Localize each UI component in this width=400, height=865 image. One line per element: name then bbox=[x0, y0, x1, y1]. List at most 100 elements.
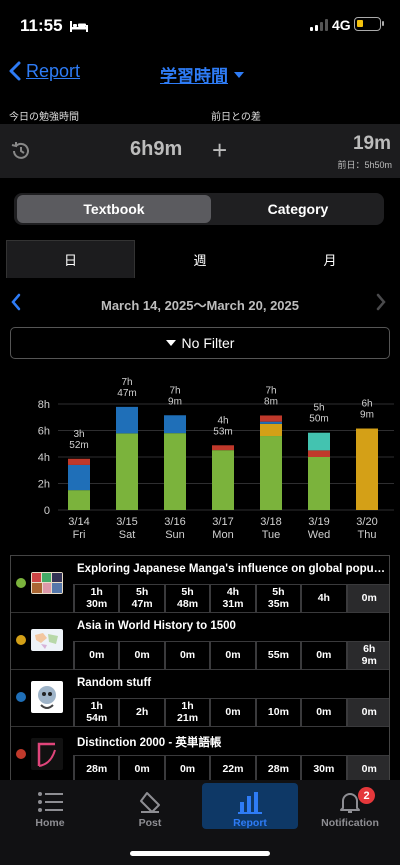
y-tick-label: 6h bbox=[38, 426, 50, 438]
metric-selector[interactable]: 学習時間 bbox=[160, 62, 244, 87]
textbook-row[interactable]: Distinction 2000 - 英単語帳 28m 0m 0m 22m 28m 30m 0… bbox=[11, 727, 389, 780]
x-tick-date: 3/14 bbox=[68, 516, 89, 528]
textbook-name: Random stuff bbox=[77, 677, 152, 689]
eraser-icon bbox=[140, 792, 160, 813]
textbook-thumbnail bbox=[31, 572, 63, 594]
day-time-cell: 22m bbox=[211, 756, 255, 780]
tab-report[interactable]: Report bbox=[202, 783, 298, 829]
textbook-name: Asia in World History to 1500 bbox=[77, 620, 236, 632]
diff-label: 前日との差 bbox=[211, 112, 261, 123]
home-indicator[interactable] bbox=[130, 851, 270, 856]
bar-total-label: 5h bbox=[313, 403, 324, 414]
bar-segment bbox=[260, 423, 282, 437]
day-time-cell: 28m bbox=[75, 756, 119, 780]
x-tick-date: 3/20 bbox=[356, 516, 377, 528]
tab-notification[interactable]: Notification 2 bbox=[302, 783, 398, 829]
day-time-cell: 0m bbox=[347, 756, 389, 780]
series-color-dot bbox=[16, 578, 26, 588]
series-color-dot bbox=[16, 749, 26, 759]
period-tabs: 日 週 月 bbox=[0, 240, 400, 278]
sleep-focus-icon bbox=[70, 19, 88, 37]
bar-total-label: 4h bbox=[217, 415, 228, 426]
day-time-cell: 0m bbox=[120, 642, 164, 669]
day-time-cell: 4h bbox=[302, 585, 346, 612]
x-tick-weekday: Sat bbox=[119, 529, 136, 541]
tab-post-label: Post bbox=[138, 817, 162, 829]
day-time-cell: 0m bbox=[165, 642, 210, 669]
bar-segment bbox=[212, 445, 234, 451]
bar-total-label: 53m bbox=[213, 426, 232, 437]
tab-week[interactable]: 週 bbox=[193, 252, 207, 268]
next-week-button[interactable] bbox=[375, 293, 387, 316]
textbook-thumbnail bbox=[31, 629, 63, 651]
day-time-cell: 1h 30m bbox=[75, 585, 119, 612]
x-tick-weekday: Sun bbox=[165, 529, 185, 541]
y-tick-label: 2h bbox=[38, 479, 50, 491]
previous-week-button[interactable] bbox=[10, 293, 22, 316]
bar-chart-icon bbox=[238, 792, 262, 814]
day-time-cell: 0m bbox=[211, 642, 255, 669]
tab-post[interactable]: Post bbox=[102, 783, 198, 829]
bar-segment bbox=[356, 428, 378, 510]
day-time-cell: 1h 54m bbox=[75, 699, 119, 726]
day-cells: 28m 0m 0m 22m 28m 30m 0m bbox=[75, 756, 389, 780]
tab-month[interactable]: 月 bbox=[323, 252, 337, 268]
bar-total-label: 9m bbox=[168, 396, 182, 407]
bar-segment bbox=[308, 450, 330, 457]
x-tick-weekday: Fri bbox=[73, 529, 86, 541]
x-tick-date: 3/19 bbox=[308, 516, 329, 528]
textbook-thumbnail bbox=[31, 738, 63, 770]
diff-value: 19m bbox=[352, 133, 391, 154]
bar-total-label: 8m bbox=[264, 396, 278, 407]
textbook-name: Distinction 2000 - 英単語帳 bbox=[77, 737, 222, 749]
caret-down-icon bbox=[234, 71, 244, 78]
diff-sign: + bbox=[212, 135, 228, 165]
x-tick-date: 3/16 bbox=[164, 516, 185, 528]
bar-total-label: 7h bbox=[121, 377, 132, 388]
back-label: Report bbox=[26, 60, 81, 81]
cellular-signal-icon bbox=[310, 19, 328, 31]
textbook-row[interactable]: Asia in World History to 1500 0m 0m 0m 0m 55m… bbox=[11, 613, 389, 670]
summary-row: 6h9m + 19m 前日：5h50m bbox=[0, 124, 400, 178]
day-time-cell: 0m bbox=[302, 642, 346, 669]
bar-segment bbox=[260, 421, 282, 424]
today-study-label: 今日の勉強時間 bbox=[9, 112, 79, 123]
textbook-row[interactable]: Exploring Japanese Manga's influence on … bbox=[11, 556, 389, 613]
series-color-dot bbox=[16, 692, 26, 702]
textbook-row[interactable]: Random stuff 1h 54m 2h 1h 21m 0m 10m 0m 0m bbox=[11, 670, 389, 727]
tab-home[interactable]: Home bbox=[2, 783, 98, 829]
day-time-cell: 5h 47m bbox=[120, 585, 164, 612]
bell-icon bbox=[340, 793, 360, 813]
caret-down-icon bbox=[165, 340, 176, 346]
day-time-cell: 4h 31m bbox=[211, 585, 255, 612]
segment-category[interactable]: Category bbox=[267, 201, 329, 217]
chevron-right-icon bbox=[376, 293, 386, 311]
study-time-chart: 02h4h6h8h3h52m3/14Fri7h47m3/15Sat7h9m3/1… bbox=[38, 377, 394, 541]
filter-dropdown[interactable]: No Filter bbox=[10, 327, 390, 359]
bar-segment bbox=[308, 457, 330, 510]
bar-segment bbox=[212, 450, 234, 510]
textbook-name: Exploring Japanese Manga's influence on … bbox=[77, 563, 387, 575]
day-cells: 1h 30m 5h 47m 5h 48m 4h 31m 5h 35m 4h 0m bbox=[75, 585, 389, 612]
day-cells: 0m 0m 0m 0m 55m 0m 6h 9m bbox=[75, 642, 389, 669]
tab-report-label: Report bbox=[233, 817, 267, 829]
status-bar: 11:55 4G bbox=[0, 0, 400, 52]
day-time-cell: 0m bbox=[211, 699, 255, 726]
status-time: 11:55 bbox=[20, 16, 63, 35]
series-color-dot bbox=[16, 635, 26, 645]
page-title: 学習時間 bbox=[160, 67, 228, 86]
day-time-cell: 0m bbox=[302, 699, 346, 726]
day-time-cell: 6h 9m bbox=[347, 642, 389, 669]
textbook-table: Exploring Japanese Manga's influence on … bbox=[10, 555, 390, 780]
tab-day[interactable]: 日 bbox=[6, 240, 135, 278]
tab-bar: Home Post Report Notification 2 bbox=[0, 780, 400, 865]
segment-textbook[interactable]: Textbook bbox=[17, 195, 211, 223]
network-type: 4G bbox=[332, 17, 351, 33]
bar-segment bbox=[308, 432, 330, 451]
bar-segment bbox=[68, 490, 90, 510]
date-range-bar: March 14, 2025～March 20, 2025 bbox=[0, 290, 400, 314]
back-button[interactable]: Report bbox=[8, 60, 80, 82]
chevron-left-icon bbox=[9, 61, 21, 81]
y-tick-label: 4h bbox=[38, 452, 50, 464]
bar-segment bbox=[116, 433, 138, 510]
